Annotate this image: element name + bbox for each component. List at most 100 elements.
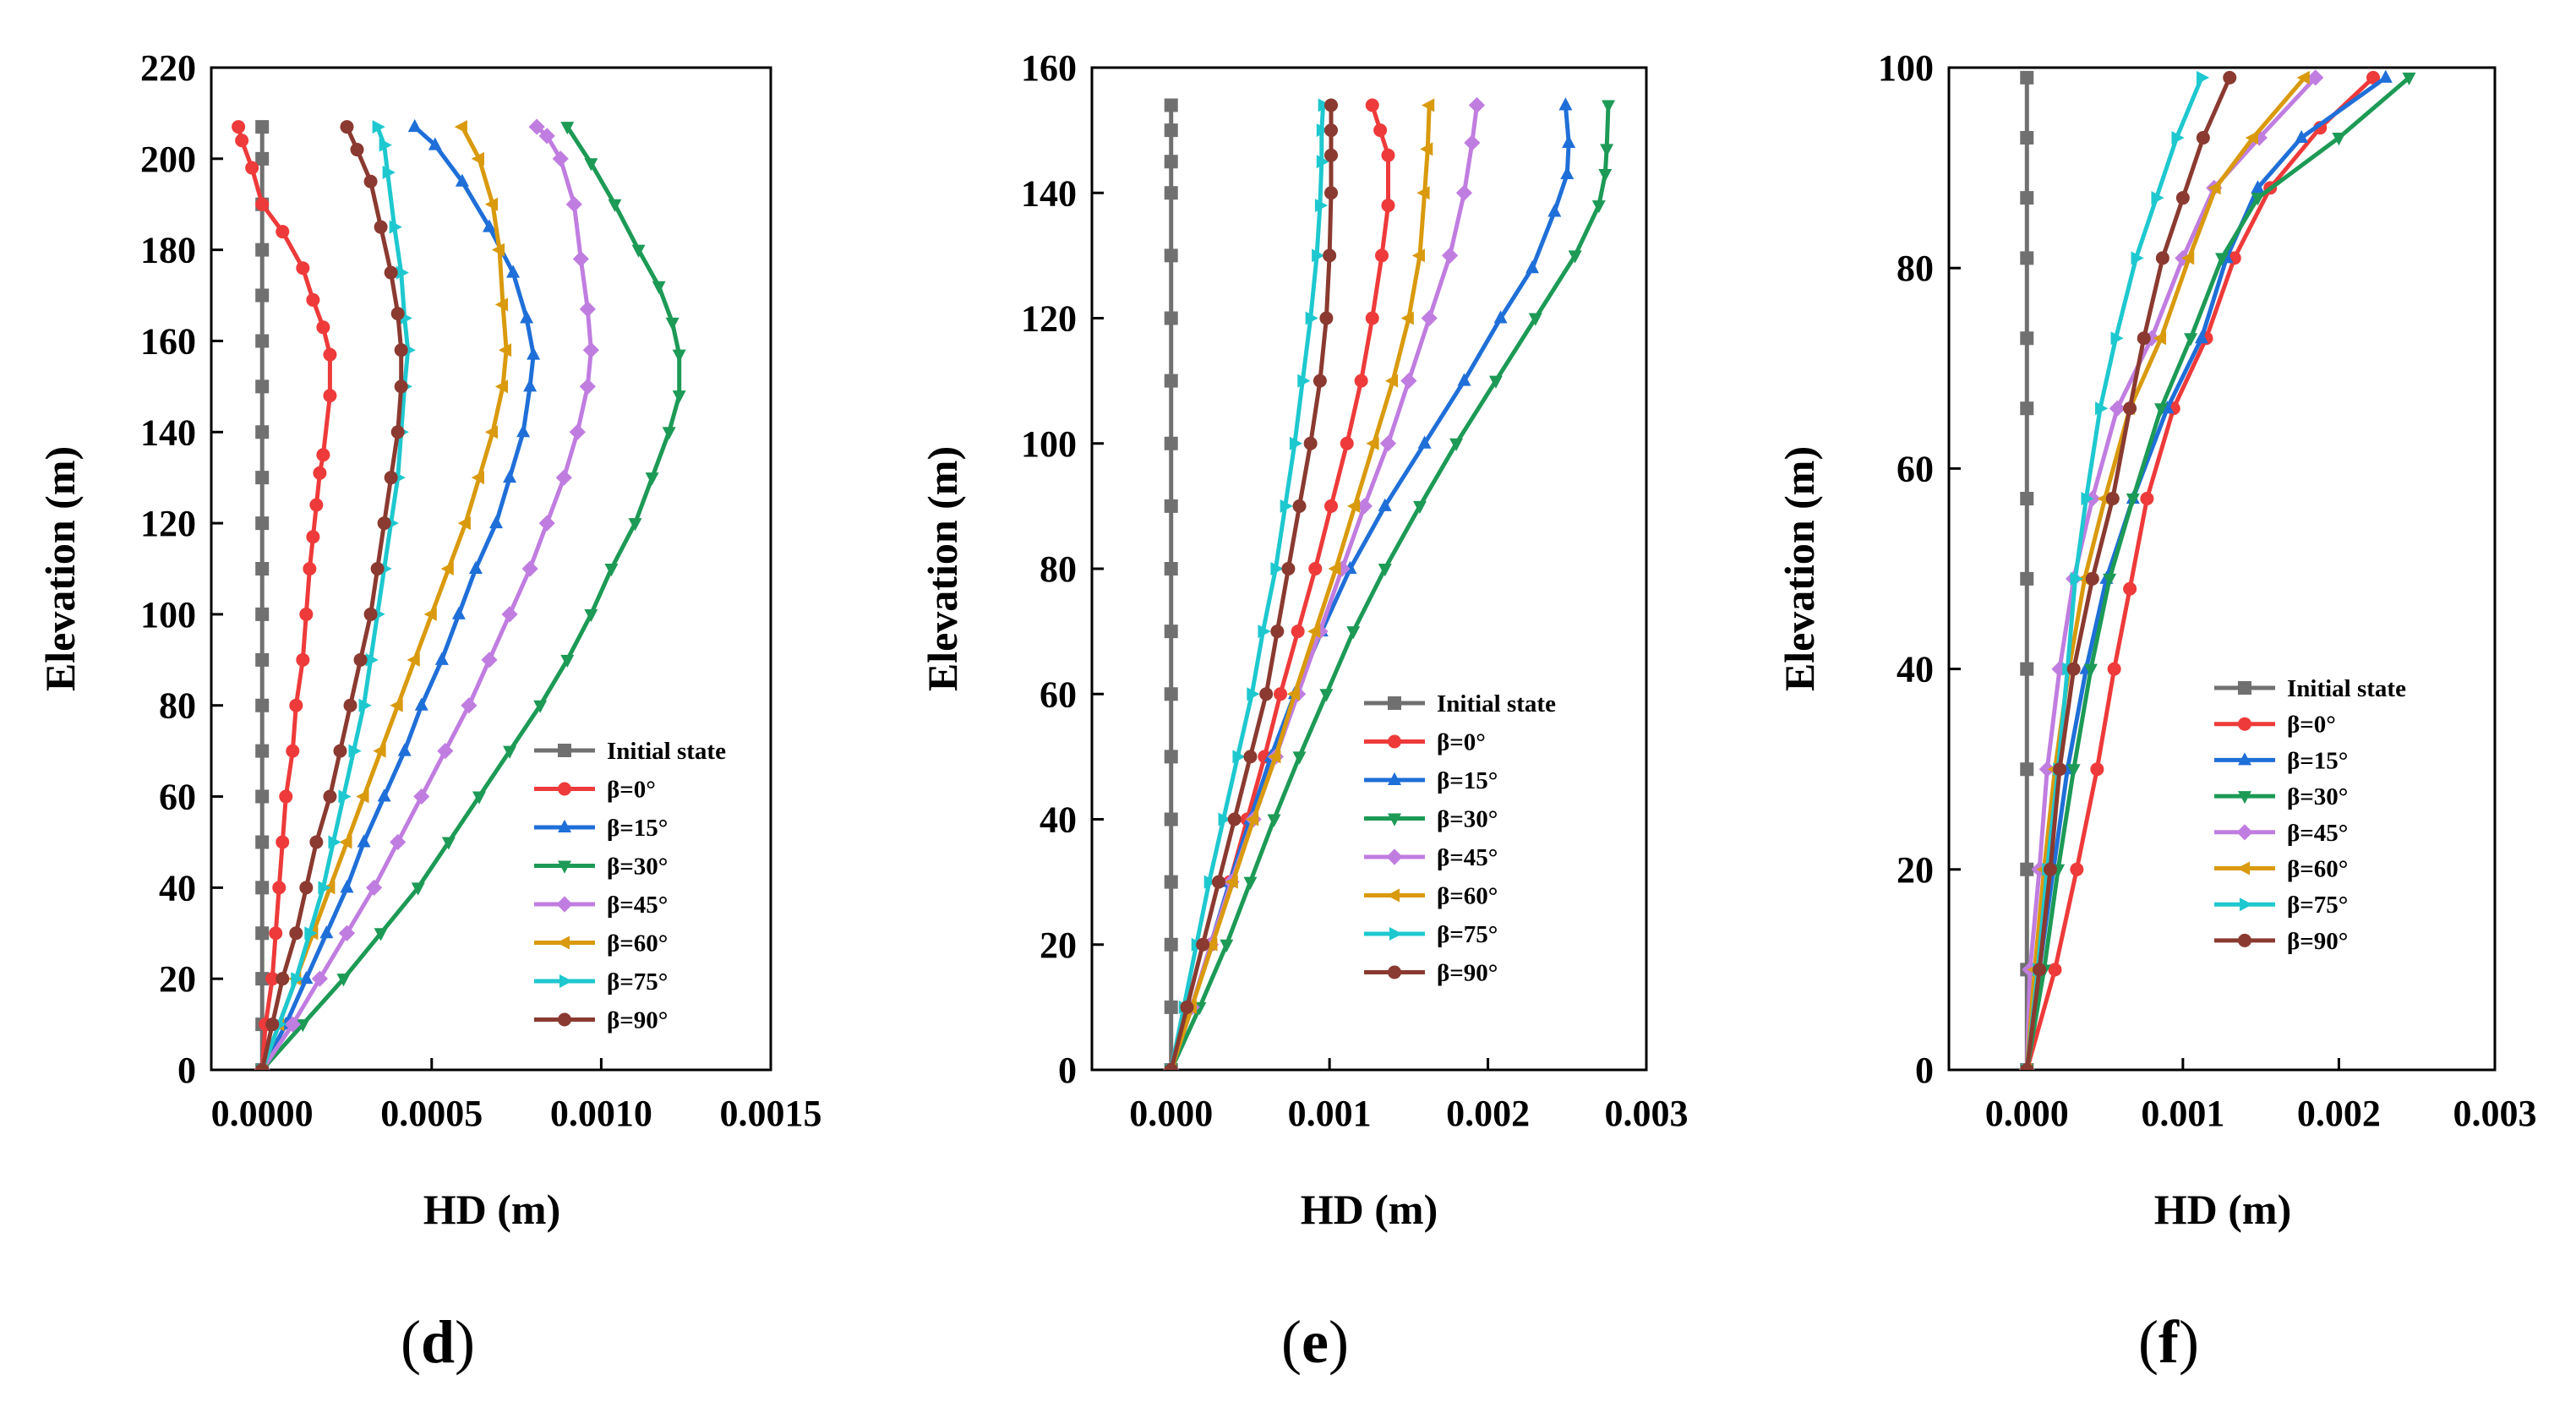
legend-marker: [2238, 791, 2251, 805]
data-point: [338, 789, 352, 804]
data-point: [1319, 689, 1334, 702]
legend-entry: β=0°: [534, 777, 656, 804]
data-point: [2070, 571, 2083, 586]
data-point: [276, 225, 290, 239]
legend-marker: [559, 974, 573, 988]
data-point: [501, 606, 518, 623]
data-point: [1365, 311, 1379, 325]
data-point: [255, 698, 270, 712]
data-point: [2223, 70, 2237, 85]
y-tick-label: 180: [140, 230, 196, 271]
series-line: [1169, 104, 1390, 1070]
data-point: [255, 926, 270, 941]
data-point: [1374, 248, 1389, 263]
data-point: [2175, 191, 2190, 205]
y-tick-label: 0: [177, 1050, 196, 1091]
data-point: [2020, 131, 2034, 145]
data-point: [2143, 330, 2160, 346]
data-point: [2105, 491, 2120, 505]
data-point: [255, 425, 270, 439]
data-point: [1232, 750, 1246, 764]
data-point: [296, 1019, 310, 1033]
x-tick-label: 0.000: [1129, 1093, 1213, 1134]
data-point: [441, 837, 456, 850]
data-point: [1220, 939, 1234, 952]
data-point: [2020, 571, 2034, 586]
data-point: [1303, 436, 1318, 450]
data-point: [2181, 251, 2195, 265]
legend-entry: β=30°: [534, 854, 668, 881]
legend-entry: Initial state: [1364, 690, 1556, 717]
panel-label: (e): [1281, 1308, 1349, 1376]
data-point: [2171, 131, 2185, 145]
data-point: [2366, 70, 2381, 85]
series-7: [1164, 98, 1339, 1070]
x-tick-label: 0.001: [2141, 1093, 2224, 1134]
y-tick-label: 140: [1021, 172, 1077, 214]
data-point: [2020, 70, 2034, 85]
data-point: [1164, 374, 1178, 388]
data-point: [523, 379, 538, 392]
data-point: [1180, 1000, 1194, 1014]
data-point: [1291, 625, 1305, 639]
data-point: [2020, 1063, 2034, 1070]
legend-marker: [1388, 813, 1401, 826]
y-tick-label: 80: [159, 685, 196, 727]
data-point: [255, 516, 270, 531]
data-point: [498, 343, 512, 357]
data-point: [394, 343, 408, 357]
data-point: [1308, 562, 1323, 576]
data-point: [2123, 401, 2137, 416]
data-point: [1164, 436, 1178, 450]
y-tick-label: 100: [140, 594, 196, 636]
y-tick-label: 160: [1021, 47, 1077, 89]
data-point: [503, 745, 517, 759]
chart-panel-f: 0.000 0.001 0.002 0.003 0 20 40 60 80 100 HD (m) El…: [1776, 47, 2537, 1376]
data-point: [2020, 762, 2034, 777]
data-point: [555, 469, 572, 486]
data-point: [2184, 333, 2198, 346]
data-point: [1528, 313, 1542, 326]
legend-label: β=45°: [1437, 844, 1498, 871]
series-6: [1165, 98, 1331, 1070]
data-point: [1591, 200, 1606, 214]
legend-entry: β=90°: [1364, 960, 1498, 987]
series-3: [1164, 100, 1616, 1070]
data-point: [538, 128, 555, 145]
data-point: [255, 197, 270, 211]
data-point: [1245, 812, 1259, 826]
data-point: [407, 652, 420, 667]
data-point: [339, 835, 352, 849]
data-point: [1289, 436, 1303, 450]
data-point: [1422, 98, 1435, 112]
legend-label: β=45°: [2287, 820, 2348, 847]
data-point: [372, 120, 385, 134]
data-point: [338, 925, 356, 941]
legend-label: Initial state: [1437, 690, 1556, 717]
data-point: [2085, 571, 2099, 586]
data-point: [491, 243, 505, 257]
legend-label: β=15°: [1437, 767, 1498, 794]
data-point: [2020, 862, 2034, 876]
data-point: [255, 789, 270, 804]
data-point: [1164, 1000, 1178, 1014]
data-point: [2066, 662, 2081, 676]
legend-entry: β=45°: [534, 892, 668, 919]
data-point: [333, 744, 347, 758]
data-point: [471, 471, 484, 485]
data-point: [1243, 750, 1258, 764]
legend-entry: β=60°: [1364, 883, 1498, 910]
y-tick-label: 100: [1878, 47, 1934, 89]
data-point: [363, 174, 378, 188]
data-point: [520, 310, 534, 324]
data-point: [382, 165, 396, 179]
data-point: [584, 158, 598, 172]
data-point: [397, 743, 412, 756]
legend-marker: [1386, 888, 1400, 903]
data-point: [289, 926, 303, 941]
data-point: [340, 120, 354, 134]
data-point: [1270, 562, 1284, 576]
data-point: [299, 607, 314, 621]
data-point: [1324, 148, 1339, 162]
panel-letter: e: [1302, 1308, 1329, 1376]
